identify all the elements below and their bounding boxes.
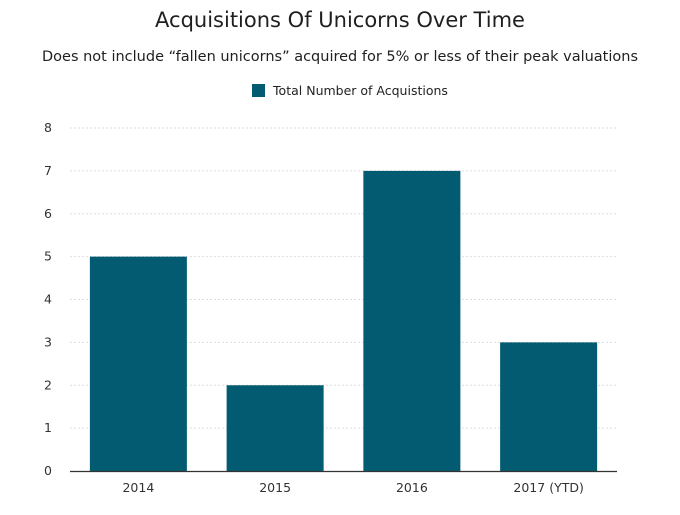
- bars: [89, 170, 598, 471]
- y-tick-label: 4: [44, 292, 52, 307]
- y-tick-label: 7: [44, 163, 52, 178]
- bar-2016: [363, 170, 461, 471]
- x-tick-label: 2014: [122, 480, 154, 495]
- y-tick-label: 6: [44, 206, 52, 221]
- chart-title: Acquisitions Of Unicorns Over Time: [155, 8, 525, 32]
- y-tick-label: 5: [44, 249, 52, 264]
- bar-2017-ytd: [500, 342, 598, 471]
- y-tick-label: 1: [44, 420, 52, 435]
- y-axis-ticks: 0 1 2 3 4 5 6 7 8: [44, 120, 52, 478]
- x-axis-labels: 2014 2015 2016 2017 (YTD): [122, 480, 583, 495]
- x-tick-label: 2017 (YTD): [513, 480, 583, 495]
- x-tick-label: 2016: [396, 480, 428, 495]
- bar-2015: [226, 385, 324, 471]
- bar-2014: [89, 256, 187, 471]
- legend-swatch: [252, 84, 266, 97]
- legend: Total Number of Acquistions: [0, 83, 680, 98]
- y-tick-label: 8: [44, 120, 52, 135]
- y-tick-label: 3: [44, 334, 52, 349]
- chart-subtitle: Does not include “fallen unicorns” acqui…: [41, 49, 639, 65]
- x-tick-label: 2015: [259, 480, 291, 495]
- legend-label: Total Number of Acquistions: [273, 83, 448, 98]
- y-tick-label: 0: [44, 463, 52, 478]
- y-tick-label: 2: [44, 377, 52, 392]
- gridlines: [70, 127, 617, 429]
